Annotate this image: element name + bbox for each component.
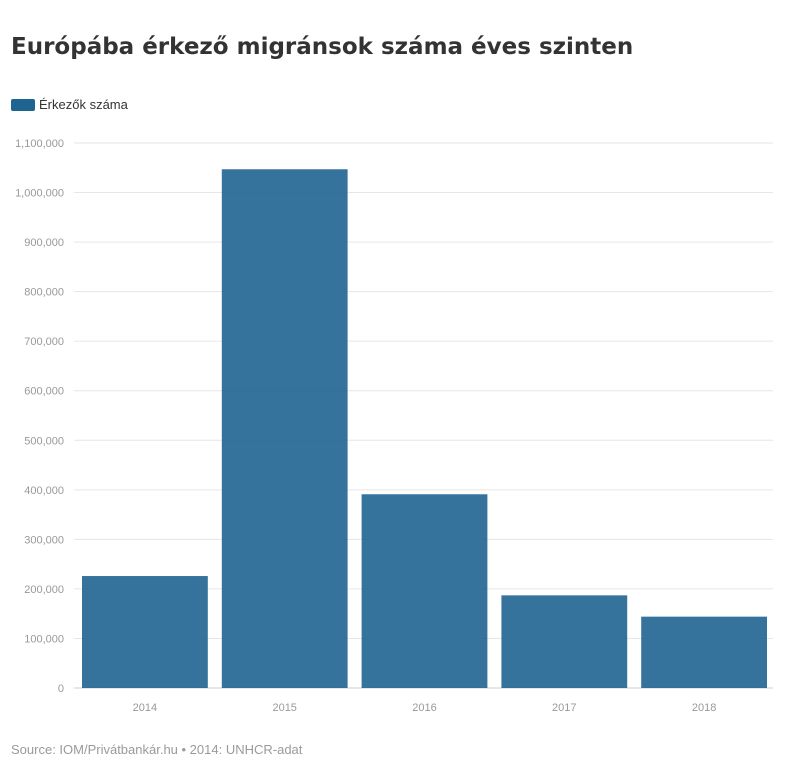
x-tick-label: 2015	[272, 702, 296, 714]
legend: Érkezők száma	[11, 97, 128, 112]
y-tick-label: 0	[58, 683, 64, 695]
bar-2018	[641, 616, 767, 688]
x-tick-label: 2014	[133, 702, 157, 714]
source-note: Source: IOM/Privátbankár.hu • 2014: UNHC…	[11, 742, 303, 757]
y-tick-label: 800,000	[24, 287, 64, 299]
chart-title: Európába érkező migránsok száma éves szi…	[11, 34, 634, 60]
y-tick-label: 400,000	[24, 485, 64, 497]
y-tick-label: 1,000,000	[15, 188, 64, 200]
x-tick-label: 2018	[692, 702, 716, 714]
bar-2014	[82, 576, 208, 688]
y-tick-label: 300,000	[24, 534, 64, 546]
y-tick-label: 100,000	[24, 633, 64, 645]
y-tick-label: 700,000	[24, 336, 64, 348]
y-tick-label: 500,000	[24, 435, 64, 447]
x-tick-label: 2017	[552, 702, 576, 714]
y-tick-label: 600,000	[24, 386, 64, 398]
bar-2016	[361, 494, 488, 688]
y-tick-label: 200,000	[24, 584, 64, 596]
bar-chart: 0 100,000 200,000 300,000 400,000 500,000 600,…	[15, 138, 773, 714]
bar-2015	[221, 169, 348, 688]
y-tick-label: 900,000	[24, 237, 64, 249]
legend-swatch	[11, 98, 35, 111]
legend-label: Érkezők száma	[39, 97, 128, 112]
bar-2017	[501, 595, 628, 688]
x-tick-label: 2016	[412, 702, 436, 714]
y-tick-label: 1,100,000	[15, 138, 64, 150]
